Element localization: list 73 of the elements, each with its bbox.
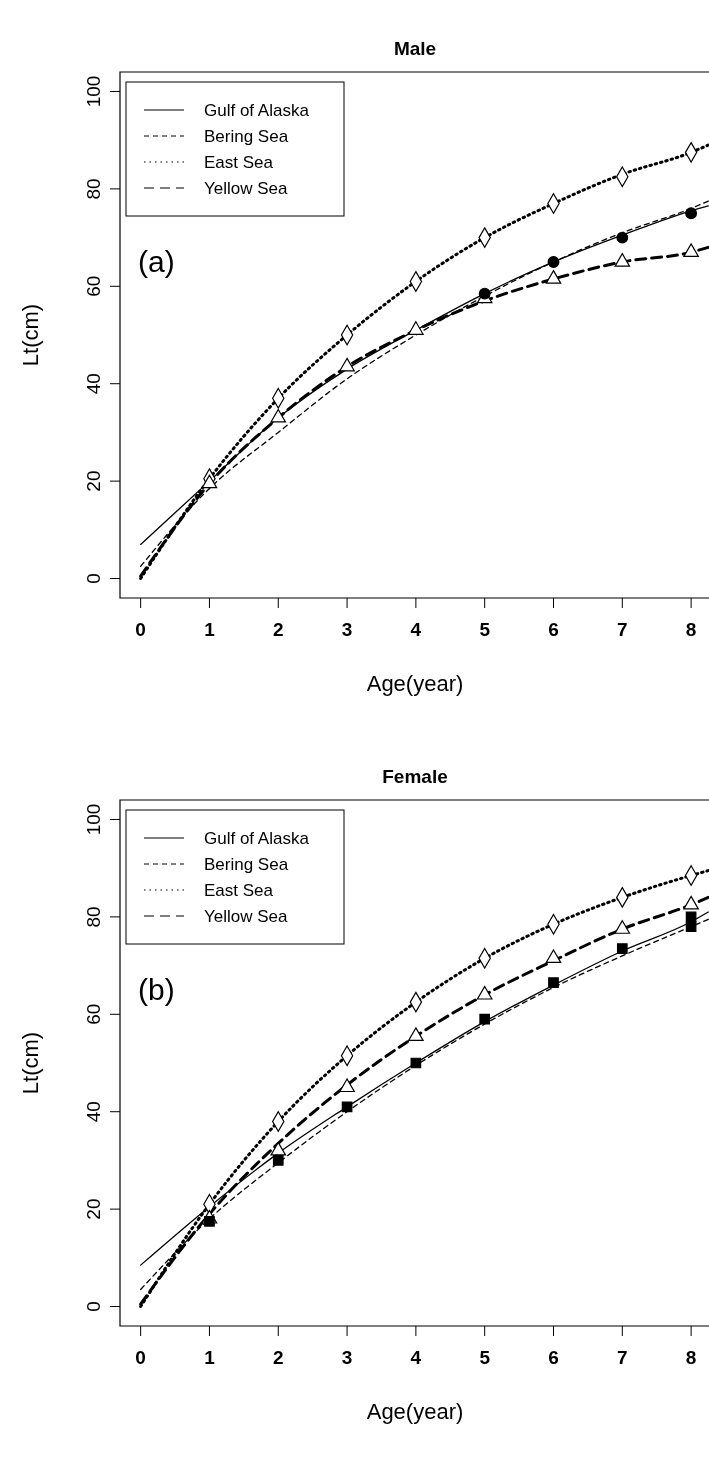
y-tick-label: 80 xyxy=(83,906,104,928)
x-tick-label: 5 xyxy=(479,619,491,640)
point xyxy=(341,1101,353,1113)
annotation: (b) xyxy=(138,973,175,1006)
point xyxy=(476,985,493,1000)
legend-label: Bering Sea xyxy=(204,855,289,874)
x-tick-label: 6 xyxy=(548,619,559,640)
x-tick-label: 5 xyxy=(479,1347,491,1368)
point xyxy=(408,321,424,335)
y-tick-label: 0 xyxy=(83,573,104,584)
x-tick-label: 8 xyxy=(685,619,697,640)
point xyxy=(683,895,699,910)
y-tick-label: 60 xyxy=(83,1003,104,1025)
point xyxy=(685,911,697,923)
x-axis-title: Age(year) xyxy=(366,671,464,696)
x-tick-label: 4 xyxy=(410,619,422,640)
point xyxy=(685,921,697,932)
legend-label: Yellow Sea xyxy=(204,179,289,198)
legend-label: Gulf of Alaska xyxy=(204,829,310,848)
x-tick-label: 3 xyxy=(341,1347,353,1368)
x-tick-label: 7 xyxy=(617,1347,628,1368)
legend-label: East Sea xyxy=(204,153,274,172)
point xyxy=(339,1078,355,1093)
x-tick-label: 8 xyxy=(685,1347,697,1368)
chart-title: Female xyxy=(382,766,448,787)
y-tick-label: 100 xyxy=(83,803,104,836)
point xyxy=(616,231,629,244)
x-tick-label: 1 xyxy=(204,619,216,640)
point xyxy=(614,253,631,267)
y-tick-label: 40 xyxy=(83,1101,104,1123)
x-tick-label: 7 xyxy=(617,619,628,640)
point xyxy=(410,1057,422,1069)
point xyxy=(616,943,628,954)
point xyxy=(408,1027,424,1041)
y-tick-label: 80 xyxy=(83,178,104,200)
point xyxy=(272,1155,284,1166)
y-tick-label: 60 xyxy=(83,275,104,297)
point xyxy=(545,270,562,284)
x-tick-label: 2 xyxy=(272,1347,284,1368)
y-axis-title: Lt(cm) xyxy=(18,303,43,367)
x-tick-label: 3 xyxy=(341,619,353,640)
x-tick-label: 2 xyxy=(272,619,284,640)
point xyxy=(614,920,631,934)
legend-label: Yellow Sea xyxy=(204,907,289,926)
x-tick-label: 1 xyxy=(204,1347,216,1368)
y-axis-title: Lt(cm) xyxy=(18,1031,43,1095)
y-tick-label: 100 xyxy=(83,75,104,108)
y-tick-label: 20 xyxy=(83,470,104,492)
y-tick-label: 0 xyxy=(83,1301,104,1312)
y-tick-label: 20 xyxy=(83,1198,104,1220)
legend-label: Gulf of Alaska xyxy=(204,101,310,120)
legend-label: Bering Sea xyxy=(204,127,289,146)
point xyxy=(204,1215,215,1227)
annotation: (a) xyxy=(138,245,175,278)
point xyxy=(339,357,355,372)
chart-title: Male xyxy=(393,38,437,59)
point xyxy=(479,1013,491,1025)
x-tick-label: 6 xyxy=(548,1347,559,1368)
point xyxy=(545,949,562,964)
x-tick-label: 0 xyxy=(135,619,146,640)
point xyxy=(270,408,287,423)
x-axis-title: Age(year) xyxy=(366,1399,464,1424)
legend-label: East Sea xyxy=(204,881,274,900)
point xyxy=(270,1141,287,1156)
point xyxy=(478,287,491,300)
point xyxy=(547,256,560,268)
x-tick-label: 4 xyxy=(410,1347,422,1368)
point xyxy=(548,977,559,988)
y-tick-label: 40 xyxy=(83,373,104,395)
point xyxy=(683,243,699,257)
point xyxy=(685,207,698,220)
x-tick-label: 0 xyxy=(135,1347,146,1368)
point xyxy=(201,474,218,489)
